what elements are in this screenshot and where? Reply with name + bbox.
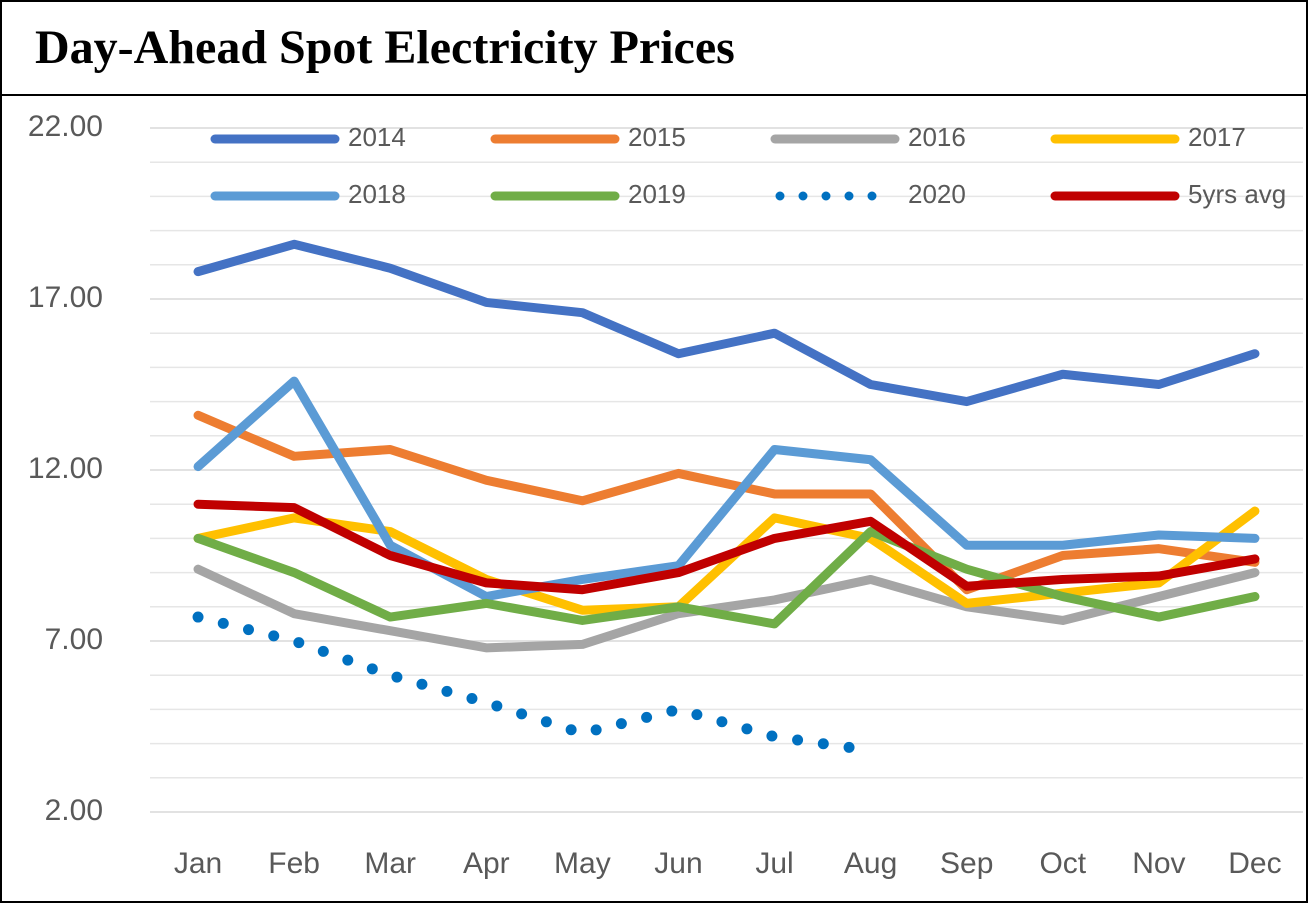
x-tick-label: Aug [844,847,897,880]
legend-label: 2016 [908,122,966,152]
legend-label: 2014 [348,122,406,152]
title-box [0,0,1308,96]
x-tick-label: Oct [1039,847,1086,880]
x-tick-label: Jul [755,847,793,880]
x-tick-label: Jan [174,847,222,880]
series-line [193,499,1260,595]
y-tick-label: 17.00 [28,281,103,314]
series-line [193,527,1260,629]
x-tick-label: Dec [1228,847,1281,880]
legend-label: 2019 [628,179,686,209]
legend-label: 2020 [908,179,966,209]
x-tick-label: Sep [940,847,993,880]
series-line [193,410,1260,595]
x-tick-label: Apr [463,847,510,880]
y-tick-label: 2.00 [45,794,103,827]
y-tick-label: 7.00 [45,623,103,656]
x-tick-label: May [554,847,611,880]
x-tick-label: Mar [364,847,416,880]
legend-label: 2018 [348,179,406,209]
series-line [193,564,1260,653]
chart-title: Day-Ahead Spot Electricity Prices [35,21,735,74]
y-tick-label: 12.00 [28,452,103,485]
series-line [193,376,1260,602]
y-tick-label: 22.00 [28,110,103,143]
x-tick-label: Jun [654,847,702,880]
legend-label: 2017 [1188,122,1246,152]
legend-label: 5yrs avg [1188,179,1286,209]
x-tick-label: Feb [268,847,320,880]
legend-label: 2015 [628,122,686,152]
x-tick-label: Nov [1132,847,1185,880]
series-line [193,506,1260,615]
series-line [193,239,1260,407]
